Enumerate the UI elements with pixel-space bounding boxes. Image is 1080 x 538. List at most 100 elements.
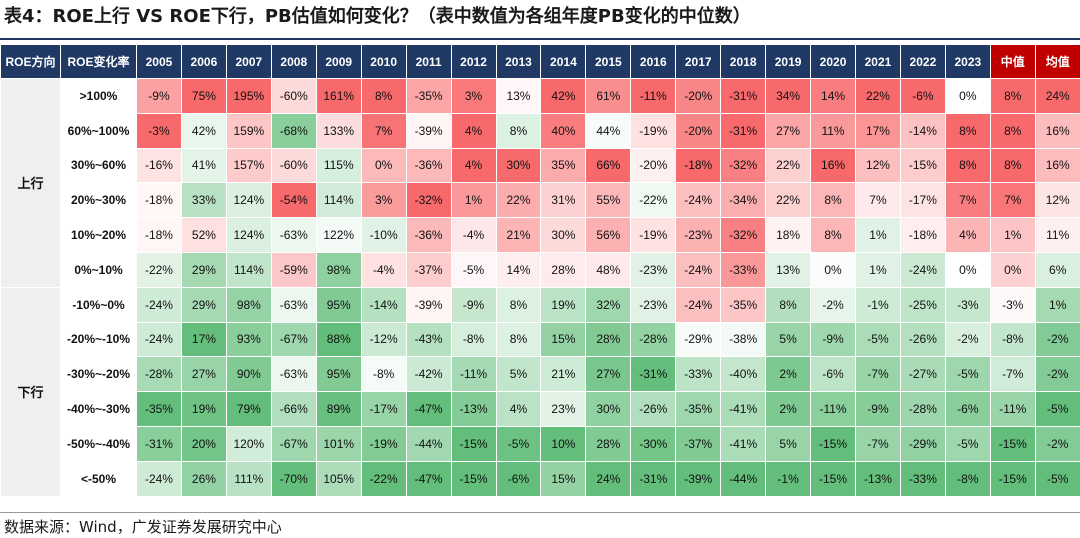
value-cell: 35% [540, 147, 587, 184]
value-cell: -23% [630, 251, 677, 288]
value-cell: 12% [855, 147, 901, 184]
value-cell: 4% [495, 391, 542, 427]
median-cell: 8% [989, 147, 1036, 184]
value-cell: -63% [270, 286, 317, 323]
value-cell: -31% [630, 356, 677, 393]
value-cell: -18% [899, 217, 946, 253]
value-cell: -19% [630, 217, 677, 253]
value-cell: -29% [899, 425, 946, 462]
value-cell: -19% [630, 112, 677, 149]
value-cell: 0% [944, 251, 991, 288]
value-cell: 4% [944, 217, 991, 253]
value-cell: 16% [810, 147, 856, 184]
value-cell: -35% [405, 78, 452, 114]
header-row: ROE方向 ROE变化率 2005 2006 2007 2008 2009 2010 201… [0, 44, 1080, 79]
header-year: 2007 [225, 44, 272, 79]
value-cell: -15% [450, 425, 497, 462]
value-cell: 19% [180, 391, 227, 427]
median-cell: 0% [989, 251, 1036, 288]
value-cell: -15% [450, 460, 497, 497]
median-cell: -7% [989, 356, 1036, 393]
header-year: 2009 [315, 44, 362, 79]
value-cell: -24% [136, 286, 182, 323]
header-year: 2017 [675, 44, 722, 79]
value-cell: 28% [540, 251, 587, 288]
value-cell: 26% [180, 460, 227, 497]
value-cell: 7% [360, 112, 407, 149]
value-cell: -39% [405, 286, 452, 323]
value-cell: -35% [136, 391, 182, 427]
value-cell: -34% [720, 182, 767, 219]
mean-cell: 1% [1034, 286, 1080, 323]
header-year: 2014 [540, 44, 587, 79]
value-cell: -14% [899, 112, 946, 149]
value-cell: 3% [360, 182, 407, 219]
value-cell: -39% [675, 460, 722, 497]
value-cell: -13% [855, 460, 901, 497]
value-cell: 13% [765, 251, 812, 288]
value-cell: -22% [136, 251, 182, 288]
value-cell: -28% [899, 391, 946, 427]
value-cell: -2% [810, 286, 856, 323]
table-row: 下行 -10%~0% -24% 29% 98% -63% 95% -14% -39% -9% 8% 1… [0, 286, 1080, 497]
value-cell: 33% [180, 182, 227, 219]
value-cell: -24% [675, 251, 722, 288]
title-divider [0, 38, 1080, 40]
value-cell: 42% [180, 112, 227, 149]
table-row: -50%~-40% -31% 20% 120% -67% 101% -19% -44% -15%… [1, 425, 1080, 462]
value-cell: 5% [495, 356, 542, 393]
value-cell: -36% [405, 147, 452, 184]
roe-change-rate-cell: -40%~-30% [60, 391, 137, 427]
value-cell: -10% [360, 217, 407, 253]
value-cell: 0% [944, 78, 991, 114]
value-cell: -29% [675, 321, 722, 358]
value-cell: 27% [180, 356, 227, 393]
value-cell: 4% [450, 147, 497, 184]
value-cell: -5% [855, 321, 901, 358]
value-cell: 11% [810, 112, 856, 149]
value-cell: -9% [810, 321, 856, 358]
value-cell: -36% [405, 217, 452, 253]
value-cell: -33% [720, 251, 767, 288]
value-cell: 52% [180, 217, 227, 253]
table-row: <-50% -24% 26% 111% -70% 105% -22% -47% -15% -6% 1… [1, 460, 1080, 497]
value-cell: 17% [855, 112, 901, 149]
value-cell: -37% [675, 425, 722, 462]
value-cell: 7% [855, 182, 901, 219]
value-cell: -22% [360, 460, 407, 497]
value-cell: 30% [495, 147, 542, 184]
value-cell: -60% [270, 78, 317, 114]
header-roe-direction: ROE方向 [0, 44, 61, 79]
value-cell: 98% [315, 251, 362, 288]
value-cell: -31% [720, 112, 767, 149]
value-cell: -8% [360, 356, 407, 393]
table-row: 20%~30% -18% 33% 124% -54% 114% 3% -32% 1% 22% 31%… [1, 182, 1080, 219]
value-cell: -41% [720, 425, 767, 462]
value-cell: -33% [899, 460, 946, 497]
value-cell: -4% [450, 217, 497, 253]
header-year: 2005 [136, 44, 182, 79]
header-year: 2012 [450, 44, 497, 79]
value-cell: -43% [405, 321, 452, 358]
value-cell: 2% [765, 356, 812, 393]
value-cell: 8% [495, 112, 542, 149]
value-cell: -6% [495, 460, 542, 497]
header-year: 2011 [405, 44, 452, 79]
value-cell: -13% [450, 391, 497, 427]
header-year: 2008 [270, 44, 317, 79]
value-cell: 30% [540, 217, 587, 253]
value-cell: 61% [585, 78, 632, 114]
value-cell: -6% [810, 356, 856, 393]
value-cell: 22% [855, 78, 901, 114]
mean-cell: 16% [1034, 147, 1080, 184]
value-cell: 0% [810, 251, 856, 288]
header-year: 2010 [360, 44, 407, 79]
value-cell: 101% [315, 425, 362, 462]
value-cell: -39% [405, 112, 452, 149]
value-cell: -8% [944, 460, 991, 497]
value-cell: 8% [495, 286, 542, 323]
median-cell: -15% [989, 460, 1036, 497]
value-cell: -5% [450, 251, 497, 288]
value-cell: -28% [630, 321, 677, 358]
value-cell: -24% [675, 182, 722, 219]
